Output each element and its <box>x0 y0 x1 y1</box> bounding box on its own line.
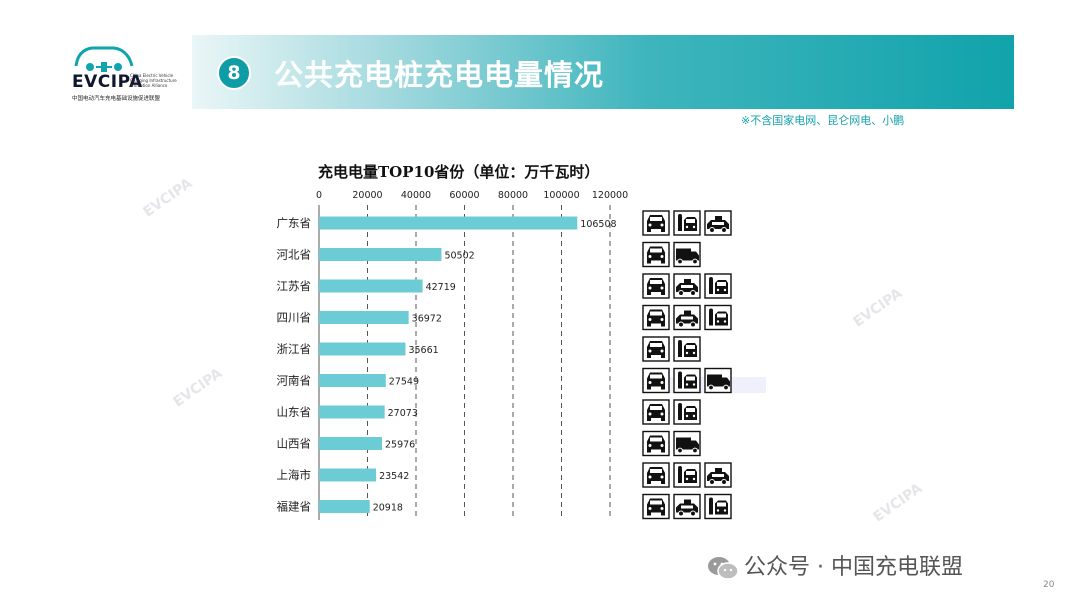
bar <box>319 279 423 293</box>
taxi-icon <box>673 493 701 520</box>
data-label: 106508 <box>580 219 616 230</box>
x-tick-label: 20000 <box>352 190 382 201</box>
category-label: 上海市 <box>277 468 312 482</box>
bar <box>319 248 442 261</box>
category-label: 广东省 <box>277 216 312 230</box>
truck-icon <box>673 430 701 457</box>
x-tick-label: 60000 <box>449 190 479 201</box>
car-icon <box>642 210 670 236</box>
section-number-badge: 8 <box>217 56 251 90</box>
bar <box>319 374 386 387</box>
bus-icon <box>673 367 701 394</box>
bus-icon <box>673 336 701 362</box>
category-label: 福建省 <box>277 500 312 514</box>
category-label: 河北省 <box>277 248 312 262</box>
logo-tagline: China Electric Vehicle Charging Infrastr… <box>130 73 177 88</box>
logo-wordmark: EVCIPA <box>72 72 143 92</box>
bus-icon <box>673 399 701 425</box>
bus-icon <box>673 462 701 488</box>
logo-subtitle: 中国电动汽车充电基础设施促进联盟 <box>72 96 161 102</box>
footer-text: 公众号 · 中国充电联盟 <box>744 555 963 580</box>
title-banner <box>192 35 1014 109</box>
bus-icon <box>704 493 732 520</box>
x-tick-label: 100000 <box>543 190 579 201</box>
category-label: 浙江省 <box>277 342 312 356</box>
bar <box>319 311 409 324</box>
car-icon <box>642 241 670 268</box>
row-highlight <box>642 377 766 393</box>
car-icon <box>642 462 670 488</box>
taxi-icon <box>704 210 732 236</box>
x-tick-label: 0 <box>316 190 322 201</box>
category-label: 江苏省 <box>277 279 312 293</box>
wechat-icon <box>708 557 739 580</box>
category-label: 河南省 <box>277 374 312 388</box>
footer: 公众号 · 中国充电联盟 <box>706 549 963 581</box>
taxi-icon <box>704 462 732 488</box>
bar <box>319 342 406 356</box>
x-tick-label: 120000 <box>592 190 628 201</box>
bar <box>319 500 370 513</box>
x-tick-label: 40000 <box>401 190 431 201</box>
bus-icon <box>704 304 732 331</box>
data-label: 42719 <box>426 282 456 293</box>
bar <box>319 405 385 419</box>
footnote: ※不含国家电网、昆仑网电、小鹏 <box>741 114 905 127</box>
data-label: 20918 <box>373 503 403 514</box>
bar <box>319 468 377 482</box>
bus-icon <box>673 210 701 236</box>
bar <box>319 437 382 450</box>
car-icon <box>642 273 670 299</box>
car-icon <box>642 304 670 331</box>
car-icon <box>642 493 670 520</box>
x-tick-label: 80000 <box>498 190 528 201</box>
page-title: 公共充电桩充电电量情况 <box>274 58 605 92</box>
category-label: 山西省 <box>277 437 312 451</box>
car-icon <box>642 367 670 394</box>
taxi-icon <box>673 273 701 299</box>
data-label: 35661 <box>408 345 438 356</box>
category-label: 四川省 <box>277 311 312 325</box>
taxi-icon <box>673 304 701 331</box>
car-icon <box>642 399 670 425</box>
data-label: 50502 <box>444 251 474 262</box>
data-label: 25976 <box>385 440 415 451</box>
car-icon <box>642 430 670 457</box>
truck-icon <box>673 241 701 268</box>
data-label: 23542 <box>379 471 409 482</box>
truck-icon <box>704 367 732 394</box>
bar <box>319 216 578 230</box>
data-label: 27549 <box>389 377 419 388</box>
data-label: 36972 <box>412 314 442 325</box>
car-icon <box>642 336 670 362</box>
evcipa-logo: EVCIPA China Electric Vehicle Charging I… <box>70 40 180 104</box>
page-number: 20 <box>1043 580 1055 590</box>
chart-title: 充电电量TOP10省份（单位：万千瓦时） <box>318 163 600 181</box>
data-label: 27073 <box>388 408 418 419</box>
category-label: 山东省 <box>277 405 312 419</box>
car-plug-icon <box>74 46 134 72</box>
bus-icon <box>704 273 732 299</box>
